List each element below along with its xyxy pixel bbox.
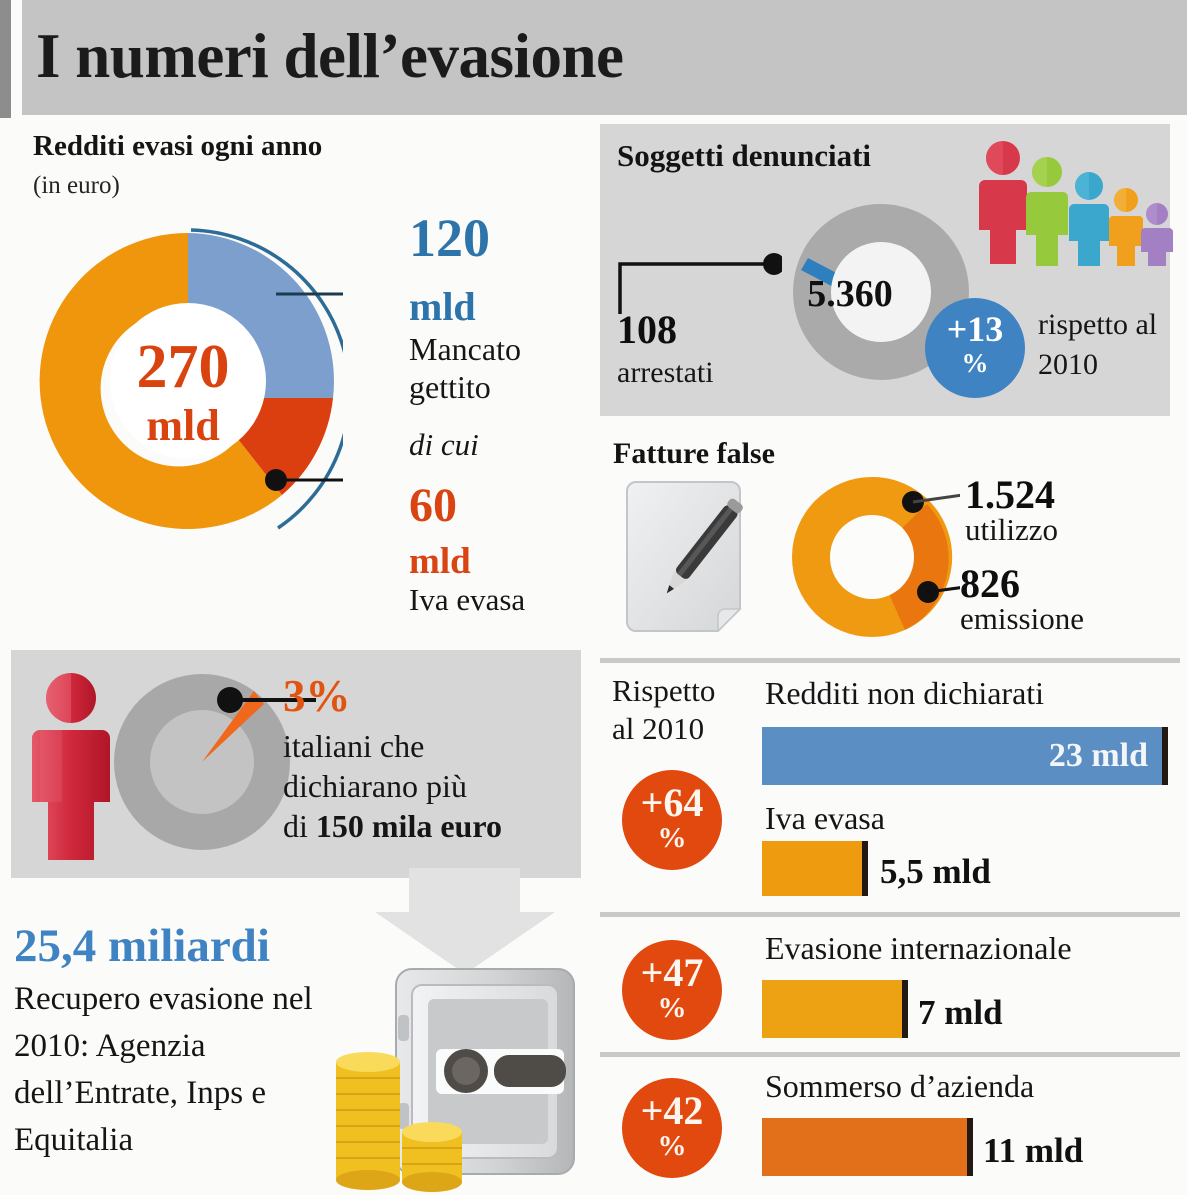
- donut-center-unit: mld: [146, 401, 220, 450]
- badge-plus-13: +13 %: [925, 298, 1025, 398]
- bar-value-evasione-internazionale: 7 mld: [918, 993, 1003, 1032]
- growth-badge-64-value: +64: [640, 780, 704, 825]
- person-red-large-icon: [32, 673, 110, 860]
- fatture-emissione-label: emissione: [960, 601, 1084, 636]
- soggetti-donut-chart: [793, 203, 969, 380]
- bar-sommerso-azienda: [762, 1118, 973, 1176]
- callout-120-description: Mancato gettito: [409, 331, 521, 405]
- safe-icon: [395, 968, 575, 1175]
- badge-13-description: rispetto al 2010: [1038, 308, 1158, 381]
- people-group-icon: [979, 141, 1173, 266]
- tre-percento-donut-chart: [114, 674, 290, 850]
- bar-value-sommerso-azienda: 11 mld: [983, 1131, 1084, 1170]
- coin-stack-tall: [336, 1052, 400, 1190]
- document-pencil-icon: [626, 481, 743, 633]
- fatture-false-title: Fatture false: [613, 437, 775, 470]
- callout-di-cui: di cui: [409, 427, 479, 462]
- tre-percento-line1: italiani che: [283, 728, 425, 764]
- segment-restante: [39, 232, 282, 529]
- bracket-arc: [190, 228, 343, 530]
- fatture-donut-hole: [830, 515, 914, 599]
- page-title: I numeri dell’evasione: [36, 21, 624, 91]
- growth-badge-64: +64 %: [622, 770, 722, 870]
- fatture-false-donut-chart: [792, 476, 960, 637]
- redditi-evasi-subtitle: (in euro): [33, 172, 120, 199]
- growth-badge-47-value: +47: [640, 950, 704, 995]
- redditi-evasi-title: Redditi evasi ogni anno: [33, 130, 323, 162]
- person-blue-icon: [1069, 172, 1109, 266]
- fatture-utilizzo-label: utilizzo: [965, 512, 1058, 547]
- segment-iva-evasa: [238, 398, 333, 495]
- callout-120-value: 120: [409, 208, 490, 268]
- soggetti-denunciati-title: Soggetti denunciati: [617, 138, 872, 173]
- bars-head-line2: al 2010: [612, 711, 705, 746]
- donut-segments: [39, 232, 334, 529]
- tre-percento-slice: [202, 691, 264, 762]
- arrestati-value: 108: [617, 307, 677, 352]
- growth-badge-64-unit: %: [657, 822, 687, 854]
- coins-stack-icon: [336, 1052, 462, 1192]
- leader-dot-60: [265, 469, 287, 491]
- bar-label-sommerso-azienda: Sommerso d’azienda: [765, 1068, 1035, 1104]
- person-red-icon: [979, 141, 1027, 264]
- segment-mancato-gettito: [188, 233, 334, 398]
- tre-percento-leader-line: [217, 687, 316, 713]
- badge-13-value: +13: [946, 309, 1004, 349]
- donut-hole: [110, 303, 266, 459]
- tre-percento-description: italiani che dichiarano più di 150 mila …: [283, 726, 583, 846]
- recupero-amount: 25,4 miliardi: [14, 920, 270, 972]
- donut-svg: [39, 228, 343, 530]
- fatture-utilizzo-value: 1.524: [965, 472, 1055, 517]
- growth-badge-42-value: +42: [640, 1088, 704, 1133]
- divider-rule-mid: [600, 912, 1180, 917]
- bar-redditi-non-dichiarati: 23 mld: [762, 727, 1168, 785]
- tre-percento-line2: dichiarano più: [283, 768, 467, 804]
- person-green-icon: [1026, 157, 1068, 266]
- divider-rule-bottom: [600, 1052, 1180, 1057]
- bar-evasione-internazionale: [762, 980, 908, 1038]
- bars-head-label: Rispetto al 2010: [612, 672, 752, 748]
- bar-value-redditi-non-dichiarati: 23 mld: [1048, 737, 1148, 774]
- tre-percento-value: 3%: [283, 671, 351, 721]
- callout-120-unit: mld: [409, 284, 476, 329]
- tre-percento-line3-pre: di: [283, 808, 316, 844]
- bar-iva-evasa: [762, 841, 868, 896]
- pencil-icon: [666, 498, 743, 594]
- fatture-emissione-value: 826: [960, 561, 1020, 606]
- bars-head-line1: Rispetto: [612, 673, 716, 708]
- recupero-description: Recupero evasione nel 2010: Agenzia dell…: [14, 981, 313, 1158]
- callout-60-description: Iva evasa: [409, 582, 526, 617]
- tre-percento-line3-bold: 150 mila euro: [315, 808, 502, 844]
- soggetti-donut-hole: [831, 242, 931, 342]
- growth-badge-42: +42 %: [622, 1078, 722, 1178]
- header-left-accent-bar: [0, 0, 11, 118]
- growth-badge-47: +47 %: [622, 940, 722, 1040]
- bar-label-evasione-internazionale: Evasione internazionale: [765, 930, 1072, 966]
- person-orange-icon: [1109, 188, 1143, 266]
- callout-60-value: 60: [409, 479, 457, 532]
- growth-badge-47-unit: %: [657, 992, 687, 1024]
- bar-value-iva-evasa: 5,5 mld: [880, 852, 991, 891]
- coin-stack-short: [402, 1122, 462, 1192]
- divider-rule-top: [600, 658, 1180, 663]
- down-arrow-icon: [375, 868, 555, 974]
- badge-13-unit: %: [961, 348, 989, 378]
- callout-60-unit: mld: [409, 541, 471, 582]
- header-band: [22, 0, 1187, 115]
- redditi-evasi-donut-chart: 270 mld: [33, 218, 343, 548]
- bar-label-redditi-non-dichiarati: Redditi non dichiarati: [765, 675, 1045, 711]
- bar-label-iva-evasa: Iva evasa: [765, 800, 885, 836]
- person-purple-icon: [1141, 203, 1173, 266]
- donut-center-value: 270: [136, 333, 230, 401]
- soggetti-donut-value: 5.360: [807, 273, 893, 315]
- fatture-dot-utilizzo: [902, 491, 924, 513]
- growth-badge-42-unit: %: [657, 1130, 687, 1162]
- soggetti-leader-line: [618, 253, 782, 314]
- arrestati-label: arrestati: [617, 356, 714, 389]
